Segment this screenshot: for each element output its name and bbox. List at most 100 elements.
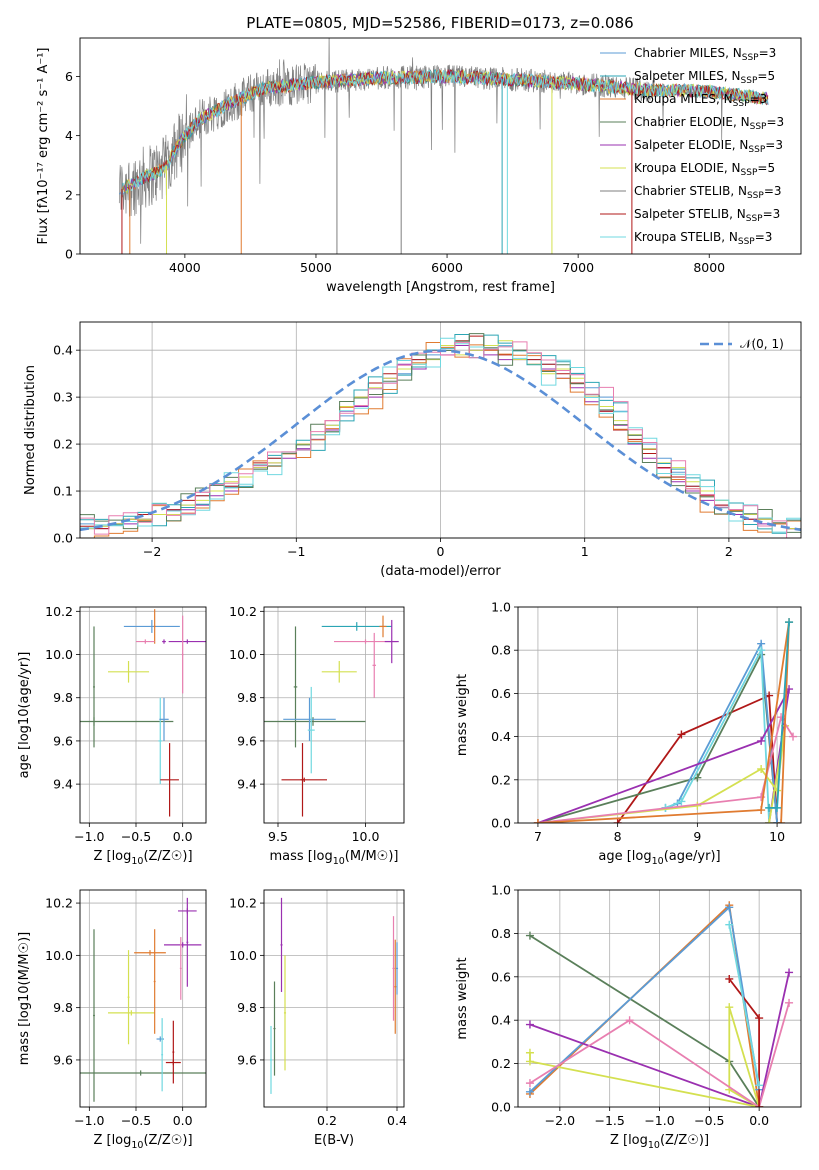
y-tick-label: 0 bbox=[65, 247, 73, 262]
legend-entry-tail: =3 bbox=[750, 92, 768, 106]
y-tick-label: 1.0 bbox=[491, 600, 511, 615]
axes-frame bbox=[79, 37, 802, 255]
mass-weight-marker bbox=[725, 1003, 734, 1012]
y-tick-label: 9.6 bbox=[237, 733, 257, 748]
y-tick-label: 10.2 bbox=[229, 896, 257, 911]
y-tick-label: 10.2 bbox=[45, 896, 73, 911]
x-tick-label: 0.2 bbox=[317, 1113, 337, 1128]
histogram-step bbox=[80, 341, 801, 538]
legend-entry-sub: SSP bbox=[747, 191, 764, 201]
mass-weight-marker bbox=[677, 730, 686, 739]
legend-entry: Chabrier MILES, NSSP=3 bbox=[634, 46, 776, 63]
x-axis-label-tail: (M/M☉)] bbox=[345, 849, 399, 864]
x-tick-label: 1 bbox=[581, 544, 589, 559]
x-axis-label-tail: (Z/Z☉)] bbox=[143, 1133, 192, 1148]
legend-entry-main: Chabrier STELIB, N bbox=[634, 184, 747, 198]
plot-area bbox=[118, 38, 769, 254]
axes-frame bbox=[79, 321, 802, 539]
gridlines bbox=[264, 890, 404, 1107]
mass-weight-marker bbox=[757, 736, 766, 745]
x-tick-label: 8 bbox=[614, 829, 622, 844]
legend-entry-tail: =3 bbox=[764, 184, 782, 198]
mass-weight-marker bbox=[693, 801, 702, 810]
mass-weight-marker bbox=[773, 786, 782, 795]
x-axis-label-sub: 10 bbox=[131, 1140, 143, 1151]
x-tick-label: 10.0 bbox=[352, 829, 380, 844]
legend-entry-tail: =3 bbox=[763, 207, 781, 221]
x-axis-label-main: mass [log bbox=[270, 849, 333, 864]
x-tick-label: 8000 bbox=[693, 260, 725, 275]
x-axis-label: mass [log10(M/M☉)] bbox=[270, 849, 399, 867]
x-tick-label: −1.0 bbox=[74, 829, 104, 844]
y-tick-label: 0.2 bbox=[491, 772, 511, 787]
y-axis-label: Normed distribution bbox=[23, 365, 38, 495]
mass-weight-marker bbox=[755, 1014, 764, 1023]
x-tick-label: 0.0 bbox=[749, 1113, 769, 1128]
legend-entry: Salpeter STELIB, NSSP=3 bbox=[634, 207, 780, 224]
mass-weight-marker bbox=[525, 1048, 534, 1057]
legend-entry-main: Kroupa MILES, N bbox=[634, 92, 733, 106]
legend-entry: Chabrier STELIB, NSSP=3 bbox=[634, 184, 782, 201]
y-tick-label: 0.4 bbox=[53, 343, 73, 358]
axes-frame bbox=[263, 889, 405, 1108]
y-tick-label: 10.0 bbox=[229, 647, 257, 662]
y-tick-label: 9.6 bbox=[53, 733, 73, 748]
gridlines bbox=[80, 890, 206, 1107]
mass-weight-marker bbox=[777, 819, 786, 823]
legend-entry-tail: =3 bbox=[765, 138, 783, 152]
x-tick-label: 0 bbox=[437, 544, 445, 559]
mass-weight-line bbox=[537, 714, 794, 823]
mass-weight-line bbox=[529, 934, 760, 1107]
y-tick-label: 0.4 bbox=[491, 1013, 511, 1028]
panel-age-vs-mass: 9.5 10.0 9.4 9.6 9.8 10.0 10.2 mass [log10(M/M☉… bbox=[229, 604, 405, 867]
gridlines bbox=[264, 607, 404, 823]
x-tick-label: −0.5 bbox=[121, 1113, 151, 1128]
panel-mass-vs-z: −1.0 −0.5 0.0 9.6 9.8 10.0 10.2 Z [log10(Z/Z☉)]… bbox=[17, 889, 207, 1151]
mass-weight-marker bbox=[725, 974, 734, 983]
x-axis-label-sub: 10 bbox=[131, 856, 143, 867]
legend-entry-tail: =3 bbox=[755, 230, 773, 244]
legend-entry-tail: =3 bbox=[759, 46, 777, 60]
x-tick-label: −2.0 bbox=[545, 1113, 575, 1128]
x-tick-label: −1.0 bbox=[644, 1113, 674, 1128]
model-spectrum-line bbox=[125, 69, 769, 195]
mass-weight-marker bbox=[773, 819, 782, 823]
plot-area bbox=[264, 615, 399, 817]
histogram-step bbox=[80, 340, 801, 530]
x-axis-label-tail: (Z/Z☉)] bbox=[660, 1133, 709, 1148]
mass-weight-marker bbox=[755, 1103, 764, 1107]
y-tick-label: 9.4 bbox=[237, 777, 257, 792]
mass-weight-marker bbox=[525, 1020, 534, 1029]
legend-label: 𝒩(0, 1) bbox=[740, 337, 784, 351]
legend-entry-sub: SSP bbox=[746, 214, 763, 224]
y-axis-label: Flux [fλ10⁻¹⁷ erg cm⁻² s⁻¹ A⁻¹] bbox=[36, 48, 51, 245]
gridlines bbox=[80, 607, 206, 823]
model-spectrum-line bbox=[127, 68, 769, 191]
axes-frame bbox=[517, 889, 802, 1108]
mass-weight-marker bbox=[789, 732, 798, 741]
x-axis-label: wavelength [Angstrom, rest frame] bbox=[326, 280, 555, 295]
x-axis-label-main: Z [log bbox=[610, 1133, 648, 1148]
x-axis-label-main: age [log bbox=[598, 849, 651, 864]
y-axis-label: mass [log10(M/M☉)] bbox=[17, 932, 32, 1065]
mass-weight-marker bbox=[533, 819, 542, 823]
mass-weight-line bbox=[728, 978, 760, 1107]
legend-entry-sub: SSP bbox=[748, 145, 765, 155]
mass-weight-line bbox=[529, 1006, 760, 1107]
mass-weight-line bbox=[529, 972, 790, 1107]
y-tick-label: 9.6 bbox=[53, 1052, 73, 1067]
x-tick-label: −1.5 bbox=[594, 1113, 624, 1128]
y-tick-label: 0.2 bbox=[491, 1056, 511, 1071]
legend-entry: Chabrier ELODIE, NSSP=3 bbox=[634, 115, 784, 132]
mass-weight-marker bbox=[677, 797, 686, 806]
mass-weight-marker bbox=[613, 819, 622, 823]
mass-weight-marker bbox=[525, 1057, 534, 1066]
x-axis-label-main: Z [log bbox=[93, 849, 131, 864]
y-tick-label: 9.8 bbox=[53, 1000, 73, 1015]
x-tick-label: 2 bbox=[725, 544, 733, 559]
model-spectrum-line bbox=[128, 68, 769, 191]
legend-entry: Salpeter MILES, NSSP=5 bbox=[634, 69, 775, 86]
y-axis-label: mass weight bbox=[455, 957, 470, 1039]
